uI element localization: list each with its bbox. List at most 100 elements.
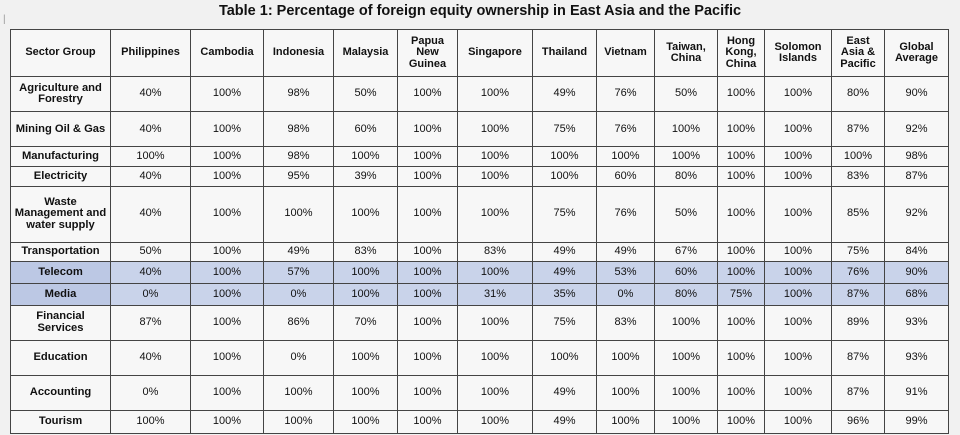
value-cell: 100% xyxy=(764,146,832,167)
sector-cell: Media xyxy=(10,282,111,306)
table-body: Agriculture and Forestry 40% 100% 98% 50% 100… xyxy=(10,75,949,434)
value-cell: 100% xyxy=(717,185,765,243)
value-cell: 100% xyxy=(190,410,264,434)
text-cursor-marker: | xyxy=(3,14,6,25)
column-header: Global Average xyxy=(884,29,949,77)
value-cell: 91% xyxy=(884,374,949,412)
value-cell: 100% xyxy=(190,75,264,113)
value-cell: 67% xyxy=(654,241,718,263)
value-cell: 100% xyxy=(333,410,398,434)
value-cell: 100% xyxy=(397,185,458,243)
sector-cell: Manufacturing xyxy=(10,146,111,167)
value-cell: 100% xyxy=(596,410,655,434)
table-row: Manufacturing 100% 100% 98% 100% 100% 100% 100%… xyxy=(10,146,949,167)
sector-cell: Mining Oil & Gas xyxy=(10,111,111,148)
value-cell: 92% xyxy=(884,111,949,148)
value-cell: 0% xyxy=(596,282,655,306)
value-cell: 49% xyxy=(596,241,655,263)
value-cell: 100% xyxy=(397,166,458,187)
value-cell: 100% xyxy=(764,111,832,148)
value-cell: 50% xyxy=(333,75,398,113)
table-row: Tourism 100% 100% 100% 100% 100% 100% 49% 100% 10… xyxy=(10,410,949,434)
value-cell: 40% xyxy=(110,185,191,243)
value-cell: 0% xyxy=(110,374,191,412)
value-cell: 100% xyxy=(532,146,597,167)
value-cell: 49% xyxy=(532,261,597,284)
value-cell: 50% xyxy=(654,185,718,243)
value-cell: 76% xyxy=(596,111,655,148)
value-cell: 100% xyxy=(457,75,533,113)
value-cell: 100% xyxy=(397,282,458,306)
value-cell: 100% xyxy=(764,241,832,263)
value-cell: 100% xyxy=(532,166,597,187)
value-cell: 70% xyxy=(333,304,398,341)
column-header: Malaysia xyxy=(333,29,398,77)
table-row: Education 40% 100% 0% 100% 100% 100% 100% 100% 10… xyxy=(10,339,949,376)
value-cell: 100% xyxy=(654,111,718,148)
value-cell: 100% xyxy=(764,410,832,434)
value-cell: 76% xyxy=(596,75,655,113)
table-row: Transportation 50% 100% 49% 83% 100% 83% 49% 49%… xyxy=(10,241,949,263)
value-cell: 100% xyxy=(190,185,264,243)
value-cell: 100% xyxy=(717,146,765,167)
column-header: East Asia & Pacific xyxy=(831,29,885,77)
value-cell: 100% xyxy=(717,241,765,263)
column-header: Taiwan, China xyxy=(654,29,718,77)
value-cell: 100% xyxy=(717,410,765,434)
value-cell: 50% xyxy=(654,75,718,113)
value-cell: 100% xyxy=(457,111,533,148)
value-cell: 100% xyxy=(190,241,264,263)
table-row: Agriculture and Forestry 40% 100% 98% 50% 100… xyxy=(10,75,949,113)
sector-cell: Education xyxy=(10,339,111,376)
column-header: Thailand xyxy=(532,29,597,77)
table-row: Electricity 40% 100% 95% 39% 100% 100% 100% 60% 8… xyxy=(10,166,949,187)
table-title: Table 1: Percentage of foreign equity ow… xyxy=(218,3,742,19)
value-cell: 100% xyxy=(831,146,885,167)
value-cell: 100% xyxy=(654,304,718,341)
column-header: Papua New Guinea xyxy=(397,29,458,77)
value-cell: 100% xyxy=(457,374,533,412)
value-cell: 100% xyxy=(397,374,458,412)
value-cell: 100% xyxy=(457,146,533,167)
value-cell: 100% xyxy=(110,410,191,434)
value-cell: 80% xyxy=(831,75,885,113)
sector-cell: Agriculture and Forestry xyxy=(10,75,111,113)
sector-cell: Accounting xyxy=(10,374,111,412)
value-cell: 100% xyxy=(717,166,765,187)
value-cell: 84% xyxy=(884,241,949,263)
value-cell: 100% xyxy=(764,339,832,376)
equity-ownership-table: Sector Group Philippines Cambodia Indone… xyxy=(10,29,949,434)
value-cell: 92% xyxy=(884,185,949,243)
value-cell: 100% xyxy=(190,146,264,167)
value-cell: 98% xyxy=(884,146,949,167)
value-cell: 100% xyxy=(190,374,264,412)
value-cell: 100% xyxy=(764,261,832,284)
value-cell: 76% xyxy=(596,185,655,243)
value-cell: 87% xyxy=(831,111,885,148)
value-cell: 100% xyxy=(397,111,458,148)
value-cell: 90% xyxy=(884,261,949,284)
value-cell: 100% xyxy=(717,304,765,341)
column-header: Philippines xyxy=(110,29,191,77)
value-cell: 86% xyxy=(263,304,334,341)
table-row: Financial Services 87% 100% 86% 70% 100% 100% 7… xyxy=(10,304,949,341)
value-cell: 90% xyxy=(884,75,949,113)
value-cell: 83% xyxy=(831,166,885,187)
value-cell: 100% xyxy=(333,146,398,167)
value-cell: 100% xyxy=(263,185,334,243)
value-cell: 49% xyxy=(532,410,597,434)
value-cell: 75% xyxy=(532,304,597,341)
table-row: Mining Oil & Gas 40% 100% 98% 60% 100% 100% 75%… xyxy=(10,111,949,148)
value-cell: 100% xyxy=(654,339,718,376)
value-cell: 100% xyxy=(764,75,832,113)
column-header: Solomon Islands xyxy=(764,29,832,77)
value-cell: 100% xyxy=(190,111,264,148)
value-cell: 100% xyxy=(110,146,191,167)
sector-cell: Tourism xyxy=(10,410,111,434)
value-cell: 100% xyxy=(397,339,458,376)
value-cell: 100% xyxy=(333,339,398,376)
value-cell: 49% xyxy=(263,241,334,263)
value-cell: 83% xyxy=(457,241,533,263)
value-cell: 96% xyxy=(831,410,885,434)
value-cell: 100% xyxy=(397,75,458,113)
